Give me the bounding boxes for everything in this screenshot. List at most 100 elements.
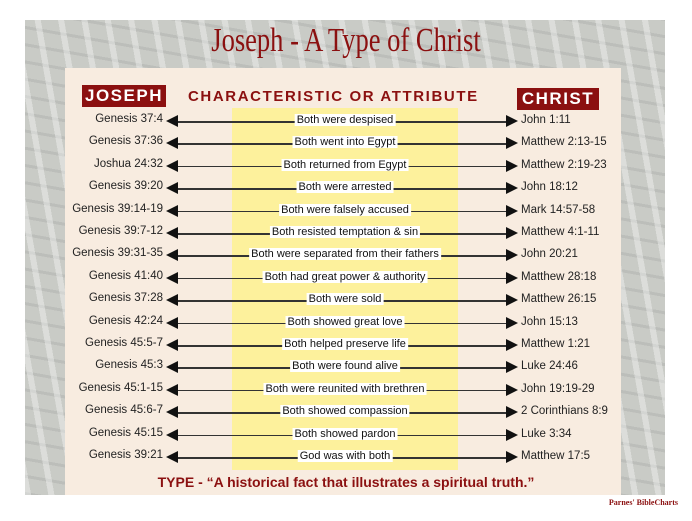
arrow-left-icon (166, 294, 178, 307)
table-row: Genesis 39:31-35 Both were separated from… (0, 247, 692, 265)
attribute-label: Both were falsely accused (279, 203, 411, 216)
table-row: Genesis 39:20 Both were arrested John 18:1… (0, 180, 692, 198)
arrow-right-icon (506, 182, 518, 195)
christ-reference: Luke 24:46 (521, 360, 578, 373)
joseph-reference: Genesis 39:7-12 (78, 225, 163, 237)
attribute-label: Both resisted temptation & sin (269, 226, 421, 238)
christ-reference: Luke 3:34 (521, 427, 572, 440)
attribute-label: Both were separated from their fathers (249, 248, 441, 261)
table-row: Genesis 42:24 Both showed great love John … (0, 315, 692, 333)
arrow-right-icon (506, 294, 518, 307)
arrow-left-icon (166, 428, 178, 441)
joseph-header: JOSEPH (82, 85, 166, 107)
joseph-reference: Genesis 37:36 (88, 135, 163, 148)
joseph-reference: Genesis 37:28 (88, 292, 163, 305)
attribute-label: Both were sold (306, 293, 384, 306)
joseph-reference: Joshua 24:32 (93, 157, 163, 170)
arrow-right-icon (506, 406, 518, 419)
table-row: Genesis 41:40 Both had great power & auth… (0, 270, 692, 288)
joseph-reference: Genesis 45:15 (88, 426, 163, 439)
attribute-label: God was with both (297, 450, 393, 462)
credit: Parnes' BibleCharts (608, 498, 678, 507)
table-row: Genesis 45:3 Both were found alive Luke 24… (0, 359, 692, 377)
attribute-label: Both had great power & authority (262, 270, 428, 283)
table-row: Genesis 37:4 Both were despised John 1:11 (0, 113, 692, 131)
christ-reference: Matthew 26:15 (521, 293, 597, 306)
arrow-right-icon (506, 451, 518, 463)
arrow-left-icon (166, 137, 178, 150)
arrow-left-icon (166, 204, 178, 217)
christ-reference: Matthew 28:18 (521, 270, 597, 283)
arrow-left-icon (166, 227, 178, 239)
table-row: Genesis 39:14-19 Both were falsely accuse… (0, 203, 692, 221)
christ-reference: John 20:21 (521, 248, 578, 261)
christ-reference: John 18:12 (521, 181, 578, 194)
table-row: Genesis 45:5-7 Both helped preserve life M… (0, 337, 692, 355)
attribute-label: Both were arrested (296, 181, 394, 194)
joseph-reference: Genesis 39:31-35 (72, 247, 163, 260)
arrow-left-icon (166, 406, 178, 419)
joseph-reference: Genesis 39:14-19 (72, 202, 163, 215)
joseph-reference: Genesis 42:24 (88, 314, 163, 327)
christ-reference: Matthew 2:19-23 (521, 158, 607, 171)
christ-reference: John 1:11 (521, 114, 571, 126)
arrow-left-icon (166, 271, 178, 284)
arrow-right-icon (506, 227, 518, 239)
arrow-right-icon (506, 339, 518, 351)
christ-reference: Matthew 1:21 (521, 338, 591, 350)
joseph-reference: Genesis 41:40 (88, 269, 163, 282)
arrow-left-icon (166, 159, 178, 172)
joseph-reference: Genesis 45:1-15 (78, 381, 163, 394)
table-row: Genesis 39:7-12 Both resisted temptation … (0, 225, 692, 243)
arrow-right-icon (506, 159, 518, 172)
table-row: Joshua 24:32 Both returned from Egypt Matt… (0, 158, 692, 176)
christ-reference: John 19:19-29 (521, 382, 595, 395)
joseph-reference: Genesis 37:4 (95, 113, 163, 125)
characteristic-header: CHARACTERISTIC OR ATTRIBUTE (188, 88, 479, 105)
arrow-left-icon (166, 361, 178, 374)
table-row: Genesis 37:36 Both went into Egypt Matthew… (0, 135, 692, 153)
christ-reference: Mark 14:57-58 (521, 203, 596, 216)
arrow-right-icon (506, 249, 518, 262)
christ-reference: Matthew 2:13-15 (521, 136, 607, 149)
attribute-label: Both were reunited with brethren (263, 382, 427, 395)
arrow-right-icon (506, 383, 518, 396)
table-row: Genesis 37:28 Both were sold Matthew 26:15 (0, 292, 692, 310)
arrow-left-icon (166, 339, 178, 351)
table-row: Genesis 45:6-7 Both showed compassion 2 Co… (0, 404, 692, 422)
arrow-right-icon (506, 137, 518, 150)
joseph-reference: Genesis 39:21 (88, 449, 163, 461)
arrow-left-icon (166, 115, 178, 127)
joseph-reference: Genesis 45:3 (95, 359, 163, 372)
table-row: Genesis 39:21 God was with both Matthew 17… (0, 449, 692, 467)
arrow-right-icon (506, 316, 518, 329)
attribute-label: Both returned from Egypt (281, 158, 409, 171)
type-definition: TYPE - “A historical fact that illustrat… (157, 474, 535, 490)
table-row: Genesis 45:15 Both showed pardon Luke 3:34 (0, 427, 692, 445)
table-row: Genesis 45:1-15 Both were reunited with b… (0, 382, 692, 400)
joseph-reference: Genesis 45:5-7 (85, 337, 163, 349)
attribute-label: Both were found alive (290, 360, 400, 373)
joseph-reference: Genesis 39:20 (88, 180, 163, 193)
arrow-right-icon (506, 271, 518, 284)
arrow-left-icon (166, 182, 178, 195)
attribute-label: Both showed compassion (280, 405, 410, 418)
joseph-reference: Genesis 45:6-7 (85, 404, 163, 417)
christ-header: CHRIST (517, 88, 599, 110)
arrow-left-icon (166, 316, 178, 329)
arrow-left-icon (166, 451, 178, 463)
arrow-left-icon (166, 249, 178, 262)
christ-reference: Matthew 4:1-11 (521, 226, 600, 238)
arrow-right-icon (506, 115, 518, 127)
arrow-right-icon (506, 428, 518, 441)
arrow-right-icon (506, 204, 518, 217)
attribute-label: Both were despised (294, 114, 396, 126)
attribute-label: Both showed pardon (292, 427, 398, 440)
page-title: Joseph - A Type of Christ (211, 22, 481, 59)
arrow-left-icon (166, 383, 178, 396)
attribute-label: Both went into Egypt (292, 136, 398, 149)
christ-reference: Matthew 17:5 (521, 450, 591, 462)
attribute-label: Both showed great love (285, 315, 405, 328)
attribute-label: Both helped preserve life (282, 338, 408, 350)
christ-reference: 2 Corinthians 8:9 (521, 405, 608, 418)
